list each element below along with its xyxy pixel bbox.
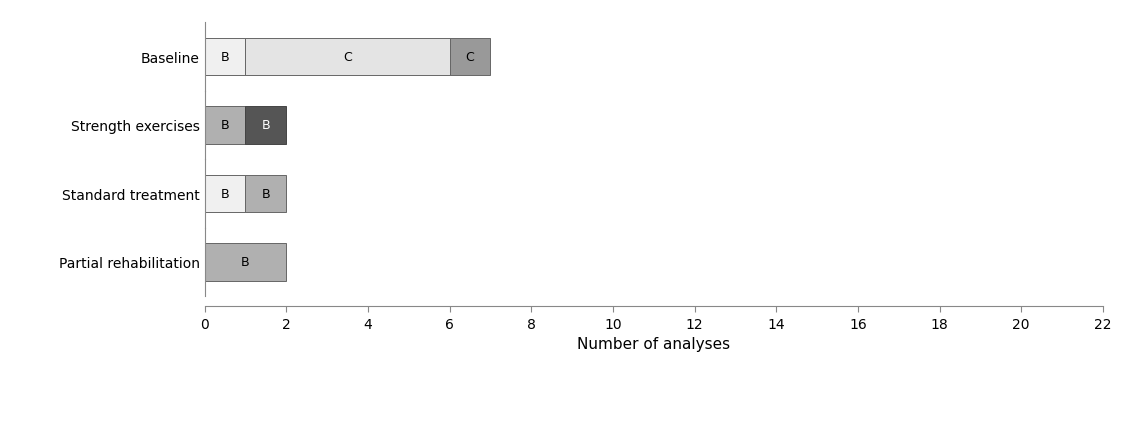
Bar [246, 175, 287, 213]
Bar [205, 244, 287, 281]
Bar [246, 107, 287, 144]
Text: C: C [466, 51, 474, 64]
Text: B: B [221, 119, 230, 132]
Text: B: B [262, 119, 271, 132]
Bar [449, 38, 490, 76]
Text: C: C [343, 51, 352, 64]
Text: B: B [241, 256, 250, 269]
Bar [205, 107, 246, 144]
Bar [246, 38, 449, 76]
Bar [205, 175, 246, 213]
Text: B: B [221, 51, 230, 64]
Text: B: B [221, 187, 230, 200]
Text: B: B [262, 187, 271, 200]
X-axis label: Number of analyses: Number of analyses [578, 337, 730, 351]
Bar [205, 38, 246, 76]
